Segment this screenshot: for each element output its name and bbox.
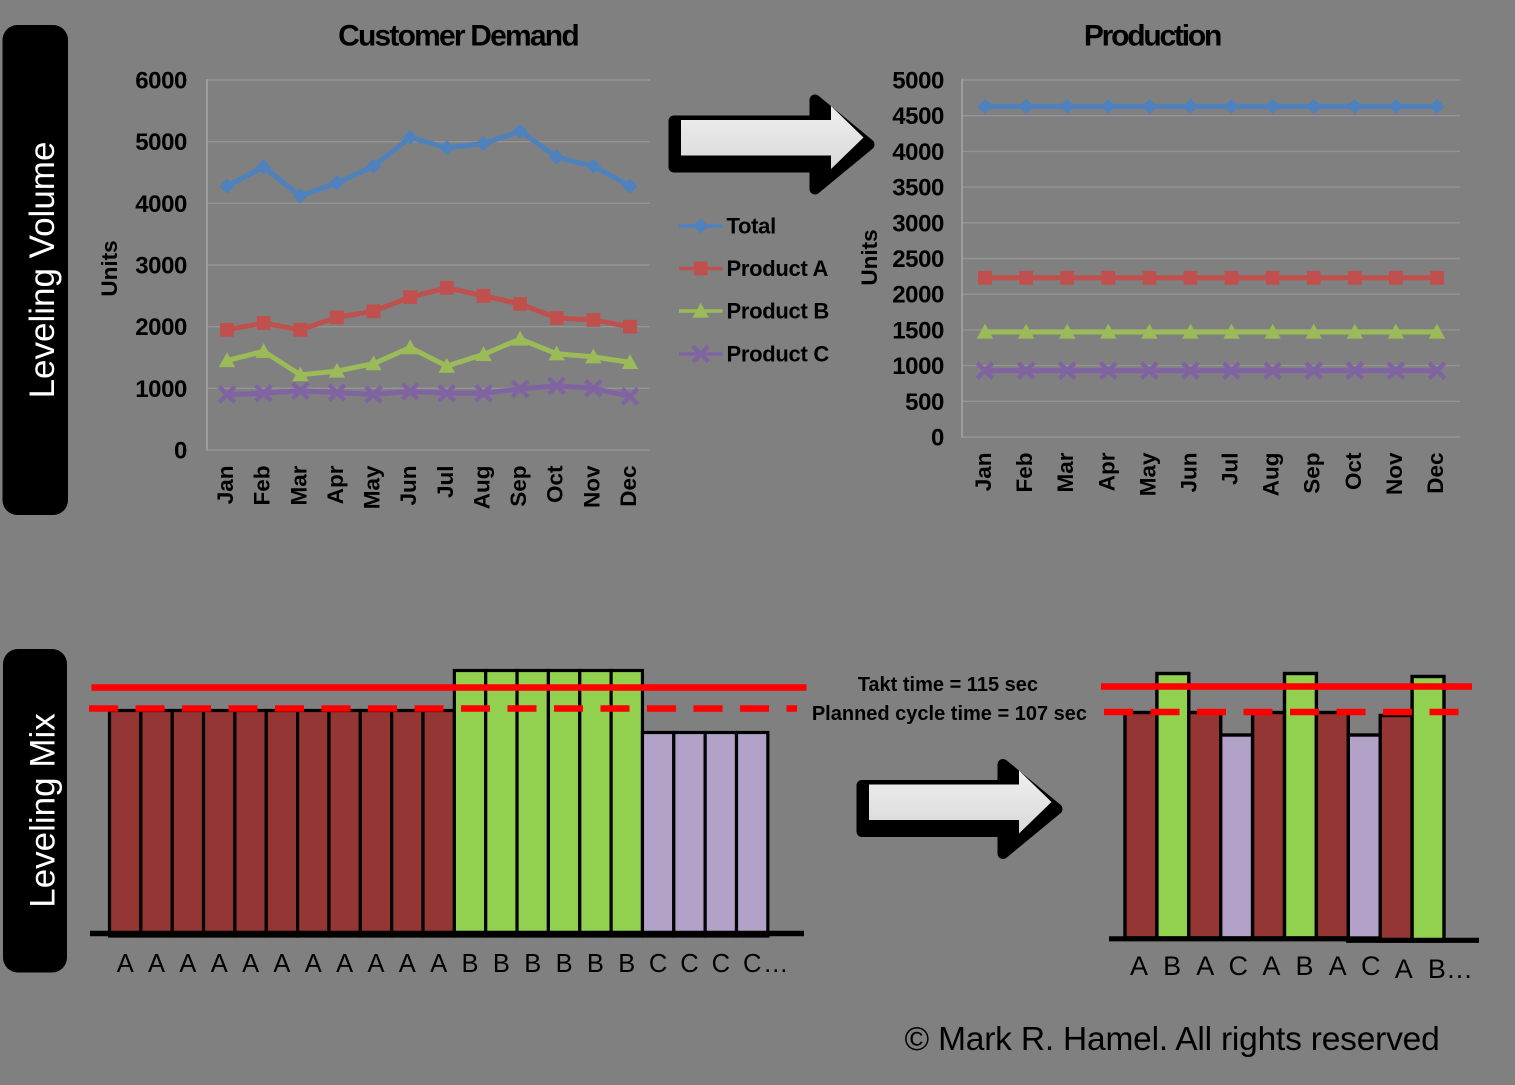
svg-text:Mar: Mar — [1053, 452, 1078, 492]
svg-text:A: A — [242, 950, 259, 978]
svg-text:Jul: Jul — [1218, 453, 1243, 486]
svg-text:Sep: Sep — [1300, 453, 1325, 494]
svg-text:A: A — [1196, 951, 1214, 981]
svg-text:Feb: Feb — [1012, 453, 1037, 493]
svg-text:4000: 4000 — [892, 139, 944, 166]
svg-text:Planned cycle time = 107 sec: Planned cycle time = 107 sec — [812, 703, 1087, 725]
svg-text:Jun: Jun — [1177, 453, 1202, 493]
svg-text:A: A — [1395, 954, 1413, 984]
svg-text:Dec: Dec — [1423, 453, 1448, 494]
svg-text:Oct: Oct — [1341, 452, 1366, 490]
svg-text:B: B — [524, 950, 541, 978]
svg-text:Units: Units — [857, 229, 882, 285]
svg-text:Nov: Nov — [579, 465, 604, 508]
svg-text:Units: Units — [97, 240, 122, 296]
svg-text:Mar: Mar — [286, 465, 311, 505]
svg-text:© Mark R. Hamel. All rights re: © Mark R. Hamel. All rights reserved — [904, 1021, 1439, 1058]
svg-text:Aug: Aug — [470, 466, 495, 510]
svg-text:B: B — [1428, 954, 1446, 984]
svg-text:4500: 4500 — [892, 103, 944, 130]
svg-text:C: C — [1361, 951, 1381, 981]
svg-text:6000: 6000 — [135, 68, 187, 95]
svg-text:4000: 4000 — [135, 191, 187, 218]
svg-text:500: 500 — [905, 389, 944, 416]
svg-text:B: B — [556, 950, 573, 978]
svg-text:C: C — [680, 950, 698, 978]
svg-text:1000: 1000 — [892, 353, 944, 380]
svg-text:B: B — [461, 950, 478, 978]
svg-text:Customer Demand: Customer Demand — [338, 20, 578, 53]
svg-text:3000: 3000 — [892, 210, 944, 237]
svg-text:Takt time = 115 sec: Takt time = 115 sec — [858, 674, 1038, 696]
svg-text:May: May — [1135, 452, 1160, 496]
svg-text:1000: 1000 — [135, 376, 187, 403]
svg-text:3500: 3500 — [892, 175, 944, 202]
svg-text:A: A — [179, 950, 196, 978]
svg-text:Jul: Jul — [433, 466, 458, 499]
svg-text:…: … — [1446, 954, 1473, 984]
svg-text:5000: 5000 — [892, 68, 944, 95]
svg-text:Jan: Jan — [213, 466, 238, 505]
svg-text:Feb: Feb — [250, 466, 275, 506]
svg-text:Nov: Nov — [1382, 452, 1407, 495]
svg-text:Sep: Sep — [506, 466, 531, 507]
svg-text:Leveling Volume: Leveling Volume — [23, 142, 62, 399]
svg-text:A: A — [117, 950, 134, 978]
svg-text:C: C — [1229, 951, 1249, 981]
svg-text:Aug: Aug — [1259, 453, 1284, 497]
svg-text:Leveling Mix: Leveling Mix — [24, 713, 63, 908]
svg-text:May: May — [360, 465, 385, 509]
svg-text:A: A — [273, 950, 290, 978]
svg-text:0: 0 — [931, 425, 944, 452]
svg-text:A: A — [367, 950, 384, 978]
svg-text:A: A — [430, 950, 447, 978]
svg-text:B: B — [587, 950, 604, 978]
svg-text:0: 0 — [174, 438, 187, 465]
svg-text:3000: 3000 — [135, 253, 187, 280]
svg-text:Dec: Dec — [616, 466, 641, 507]
svg-text:Apr: Apr — [323, 465, 348, 504]
svg-text:2000: 2000 — [892, 282, 944, 309]
svg-text:C: C — [712, 950, 730, 978]
svg-text:2000: 2000 — [135, 314, 187, 341]
svg-text:A: A — [305, 950, 322, 978]
svg-text:A: A — [211, 950, 228, 978]
svg-text:C: C — [743, 950, 761, 978]
svg-text:Oct: Oct — [543, 465, 568, 503]
svg-text:B: B — [493, 950, 510, 978]
svg-text:Production: Production — [1084, 20, 1221, 53]
svg-text:A: A — [1262, 951, 1280, 981]
svg-text:A: A — [1130, 951, 1148, 981]
svg-text:B: B — [1295, 951, 1313, 981]
svg-text:2500: 2500 — [892, 246, 944, 273]
svg-text:A: A — [1329, 951, 1347, 981]
svg-text:5000: 5000 — [135, 129, 187, 156]
svg-text:A: A — [399, 950, 416, 978]
svg-text:Total: Total — [727, 214, 776, 239]
svg-text:Apr: Apr — [1094, 452, 1119, 491]
svg-text:B: B — [1163, 951, 1181, 981]
svg-text:B: B — [618, 950, 635, 978]
svg-text:Jun: Jun — [396, 466, 421, 506]
svg-text:Product B: Product B — [727, 299, 829, 324]
svg-text:C: C — [649, 950, 667, 978]
svg-text:Product C: Product C — [727, 342, 830, 367]
svg-text:A: A — [336, 950, 353, 978]
svg-text:A: A — [148, 950, 165, 978]
svg-text:…: … — [763, 950, 789, 978]
svg-text:1500: 1500 — [892, 317, 944, 344]
svg-text:Product A: Product A — [727, 256, 829, 281]
svg-text:Jan: Jan — [971, 453, 996, 492]
